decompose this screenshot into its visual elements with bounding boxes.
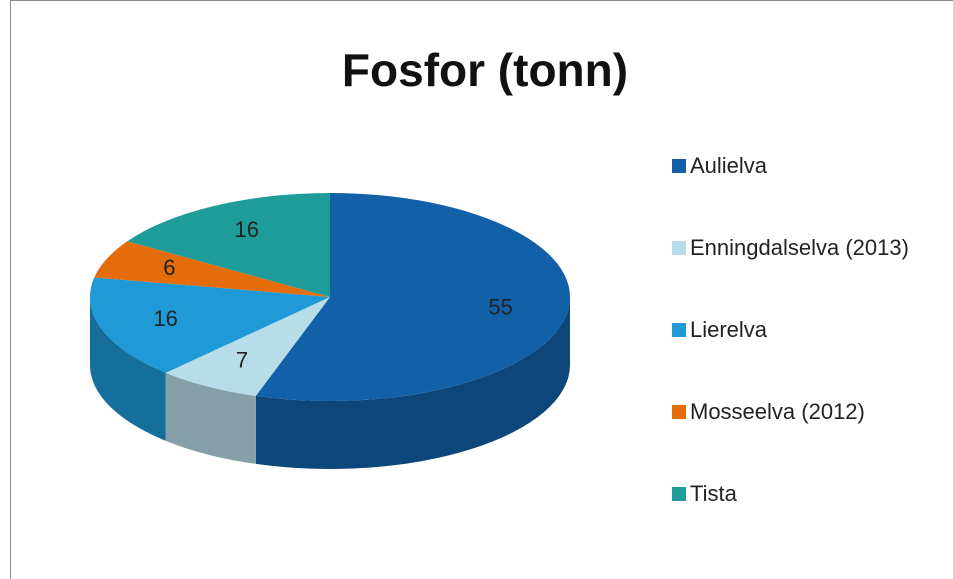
data-label: 7 <box>236 347 248 372</box>
slice <box>89 277 330 373</box>
legend: Aulielva Enningdalselva (2013) Lierelva Mos… <box>672 125 942 535</box>
slice <box>94 241 330 297</box>
slice-side <box>255 297 570 469</box>
legend-label: Aulielva <box>690 153 768 178</box>
slice <box>255 193 570 401</box>
legend-label: Enningdalselva (2013) <box>690 235 909 260</box>
slice <box>165 297 330 396</box>
slice-side <box>90 297 166 441</box>
chart-border <box>10 0 953 579</box>
legend-swatch <box>672 323 686 337</box>
legend-swatch <box>672 241 686 255</box>
data-label: 6 <box>163 255 175 280</box>
legend-swatch <box>672 405 686 419</box>
data-label: 55 <box>488 295 512 320</box>
data-label: 16 <box>153 306 177 331</box>
slice-side <box>165 372 256 464</box>
legend-item: Enningdalselva (2013) <box>672 233 942 263</box>
chart-title: Fosfor (tonn) <box>342 44 628 96</box>
legend-swatch <box>672 159 686 173</box>
legend-item: Lierelva <box>672 315 942 345</box>
legend-label: Lierelva <box>690 317 768 342</box>
legend-label: Tista <box>690 481 737 506</box>
legend-item: Tista <box>672 479 942 509</box>
legend-label: Mosseelva (2012) <box>690 399 865 424</box>
legend-swatch <box>672 487 686 501</box>
data-label: 16 <box>235 217 259 242</box>
slice <box>127 193 330 297</box>
legend-item: Aulielva <box>672 151 942 181</box>
legend-item: Mosseelva (2012) <box>672 397 942 427</box>
